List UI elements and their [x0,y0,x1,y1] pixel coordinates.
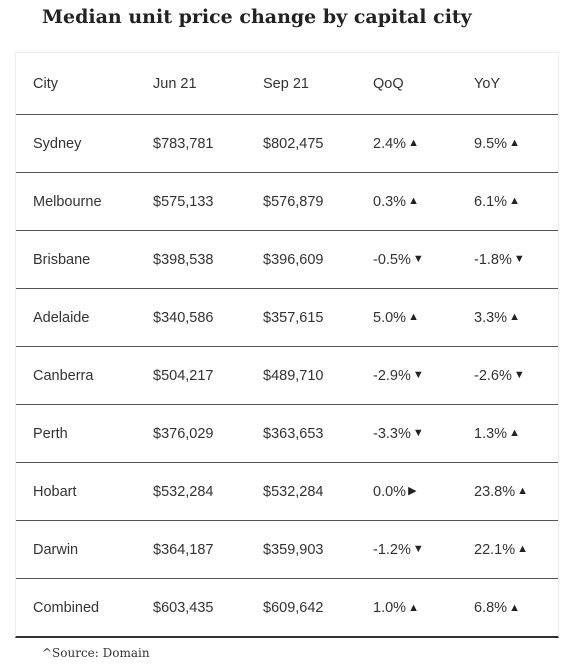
cell-qoq: -3.3% ▼ [373,405,424,462]
cell-jun21: $376,029 [153,425,214,442]
qoq-value: -1.2% [373,541,411,558]
cell-qoq: -2.9% ▼ [373,347,424,404]
cell-yoy: 6.8% ▲ [474,579,520,637]
cell-qoq: 2.4% ▲ [373,115,419,172]
down-triangle-icon: ▼ [412,253,424,265]
down-triangle-icon: ▼ [412,369,424,381]
header-yoy: YoY [474,75,501,92]
cell-jun21: $783,781 [153,135,214,152]
qoq-value: 2.4% [373,135,407,152]
table-row: Hobart $532,284 $532,284 0.0% ▶ 23.8% ▲ [16,463,558,521]
header-jun21: Jun 21 [153,75,197,92]
table-header-row: City Jun 21 Sep 21 QoQ YoY [16,53,558,115]
cell-sep21: $357,615 [263,309,324,326]
yoy-value: 6.1% [474,193,508,210]
cell-city: Perth [33,425,68,442]
up-triangle-icon: ▲ [509,195,520,207]
header-sep21: Sep 21 [263,75,309,92]
up-triangle-icon: ▲ [509,601,520,614]
cell-city: Darwin [33,541,79,558]
cell-jun21: $364,187 [153,541,214,558]
cell-sep21: $609,642 [263,600,324,616]
yoy-value: -1.8% [474,251,512,268]
cell-sep21: $363,653 [263,425,324,442]
qoq-value: -3.3% [373,425,411,442]
table-row: Canberra $504,217 $489,710 -2.9% ▼ -2.6% ▼ [16,347,558,405]
cell-city: Hobart [33,483,77,500]
cell-sep21: $532,284 [263,483,324,500]
cell-city: Melbourne [33,193,102,210]
yoy-value: -2.6% [474,367,512,384]
cell-city: Adelaide [33,309,90,326]
cell-city: Canberra [33,367,94,384]
cell-jun21: $398,538 [153,251,214,268]
table-row: Combined $603,435 $609,642 1.0% ▲ 6.8% ▲ [16,579,558,637]
cell-city: Brisbane [33,251,91,268]
cell-qoq: 0.0% ▶ [373,463,417,520]
qoq-value: 5.0% [373,309,407,326]
qoq-value: -2.9% [373,367,411,384]
yoy-value: 23.8% [474,483,516,500]
up-triangle-icon: ▲ [408,601,419,614]
table-row: Sydney $783,781 $802,475 2.4% ▲ 9.5% ▲ [16,115,558,173]
up-triangle-icon: ▲ [509,137,520,149]
cell-sep21: $489,710 [263,367,324,384]
cell-yoy: 3.3% ▲ [474,289,520,346]
up-triangle-icon: ▲ [408,195,419,207]
down-triangle-icon: ▼ [412,543,424,555]
up-triangle-icon: ▲ [408,137,419,149]
table-row: Brisbane $398,538 $396,609 -0.5% ▼ -1.8% ▼ [16,231,558,289]
cell-sep21: $359,903 [263,541,324,558]
qoq-value: -0.5% [373,251,411,268]
table-row: Adelaide $340,586 $357,615 5.0% ▲ 3.3% ▲ [16,289,558,347]
cell-yoy: 23.8% ▲ [474,463,528,520]
cell-qoq: 0.3% ▲ [373,173,419,230]
up-triangle-icon: ▲ [517,543,529,555]
table-row: Perth $376,029 $363,653 -3.3% ▼ 1.3% ▲ [16,405,558,463]
qoq-value: 0.3% [373,193,407,210]
cell-jun21: $575,133 [153,193,214,210]
cell-jun21: $603,435 [153,600,214,616]
price-table: City Jun 21 Sep 21 QoQ YoY Sydney $783,78… [15,52,559,638]
table-row: Darwin $364,187 $359,903 -1.2% ▼ 22.1% ▲ [16,521,558,579]
cell-yoy: 1.3% ▲ [474,405,520,462]
cell-yoy: 9.5% ▲ [474,115,520,172]
cell-jun21: $340,586 [153,309,214,326]
cell-yoy: 6.1% ▲ [474,173,520,230]
up-triangle-icon: ▲ [509,311,520,323]
table-row: Melbourne $575,133 $576,879 0.3% ▲ 6.1% ▲ [16,173,558,231]
cell-city: Sydney [33,135,82,152]
cell-jun21: $532,284 [153,483,214,500]
cell-qoq: -0.5% ▼ [373,231,424,288]
yoy-value: 3.3% [474,309,508,326]
page-title: Median unit price change by capital city [42,6,472,28]
header-city: City [33,75,58,92]
down-triangle-icon: ▼ [412,427,424,439]
cell-sep21: $576,879 [263,193,324,210]
cell-qoq: -1.2% ▼ [373,521,424,578]
qoq-value: 1.0% [373,600,407,616]
cell-city: Combined [33,600,100,616]
cell-qoq: 1.0% ▲ [373,579,419,637]
up-triangle-icon: ▲ [517,485,529,497]
cell-sep21: $396,609 [263,251,324,268]
header-qoq: QoQ [373,75,404,92]
yoy-value: 1.3% [474,425,508,442]
down-triangle-icon: ▼ [513,253,525,265]
yoy-value: 22.1% [474,541,516,558]
down-triangle-icon: ▼ [513,369,525,381]
cell-qoq: 5.0% ▲ [373,289,419,346]
yoy-value: 9.5% [474,135,508,152]
cell-yoy: -2.6% ▼ [474,347,525,404]
up-triangle-icon: ▲ [509,427,520,439]
cell-yoy: -1.8% ▼ [474,231,525,288]
cell-jun21: $504,217 [153,367,214,384]
right-triangle-icon: ▶ [408,485,417,497]
qoq-value: 0.0% [373,483,407,500]
source-note: ^Source: Domain [42,646,150,660]
cell-sep21: $802,475 [263,135,324,152]
yoy-value: 6.8% [474,600,508,616]
cell-yoy: 22.1% ▲ [474,521,528,578]
up-triangle-icon: ▲ [408,311,419,323]
